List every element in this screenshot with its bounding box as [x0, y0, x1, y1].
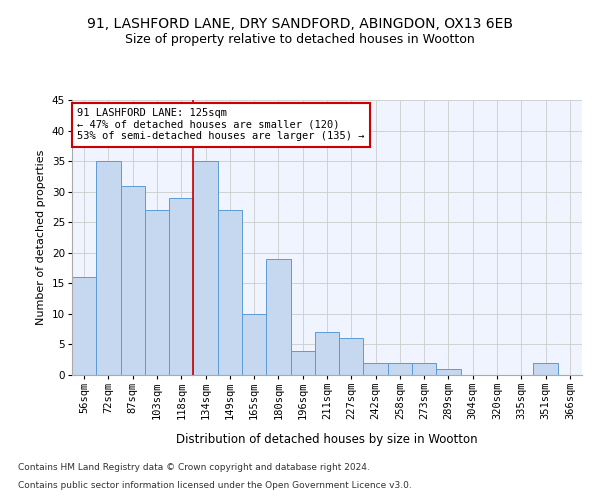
- Bar: [218, 210, 242, 375]
- Bar: [72, 277, 96, 375]
- Bar: [436, 369, 461, 375]
- Bar: [412, 363, 436, 375]
- Bar: [266, 259, 290, 375]
- Text: Size of property relative to detached houses in Wootton: Size of property relative to detached ho…: [125, 32, 475, 46]
- Bar: [315, 332, 339, 375]
- Bar: [388, 363, 412, 375]
- Bar: [193, 161, 218, 375]
- Bar: [533, 363, 558, 375]
- Bar: [169, 198, 193, 375]
- Bar: [290, 350, 315, 375]
- Text: Contains HM Land Registry data © Crown copyright and database right 2024.: Contains HM Land Registry data © Crown c…: [18, 464, 370, 472]
- Y-axis label: Number of detached properties: Number of detached properties: [36, 150, 46, 325]
- Bar: [339, 338, 364, 375]
- Text: 91, LASHFORD LANE, DRY SANDFORD, ABINGDON, OX13 6EB: 91, LASHFORD LANE, DRY SANDFORD, ABINGDO…: [87, 18, 513, 32]
- Bar: [121, 186, 145, 375]
- Bar: [96, 161, 121, 375]
- Text: Distribution of detached houses by size in Wootton: Distribution of detached houses by size …: [176, 432, 478, 446]
- Text: Contains public sector information licensed under the Open Government Licence v3: Contains public sector information licen…: [18, 481, 412, 490]
- Bar: [364, 363, 388, 375]
- Bar: [242, 314, 266, 375]
- Bar: [145, 210, 169, 375]
- Text: 91 LASHFORD LANE: 125sqm
← 47% of detached houses are smaller (120)
53% of semi-: 91 LASHFORD LANE: 125sqm ← 47% of detach…: [77, 108, 365, 142]
